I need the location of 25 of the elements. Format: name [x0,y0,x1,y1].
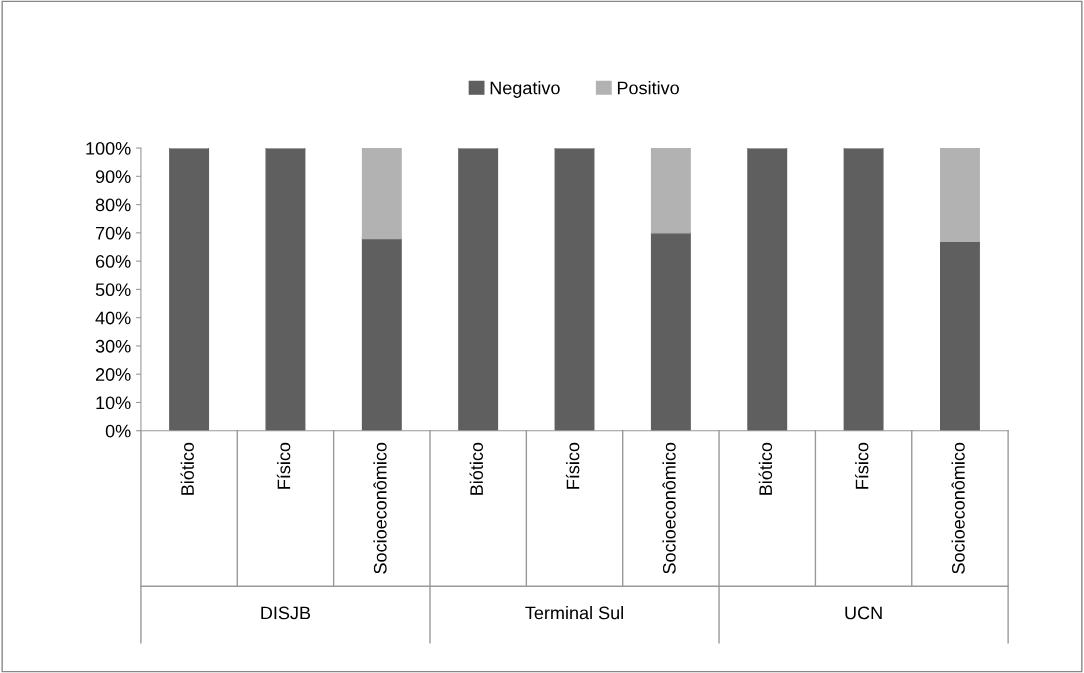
legend-label: Negativo [490,81,560,98]
y-tick-label: 20% [95,368,131,381]
x-tick-label: Socioeconômico [662,442,676,574]
y-tick-label: 80% [95,198,131,212]
y-tick-label: 10% [96,396,131,410]
x-tick-label: Biótico [758,442,773,495]
x-tick-label: Socioeconômico [951,442,965,574]
x-tick-label: Biótico [469,442,484,495]
y-tick-label: 0% [105,424,131,438]
legend-label: Positivo [617,81,679,95]
y-tick-label: 90% [95,170,131,184]
y-tick-label: 50% [95,283,131,297]
text: Terminal Sul [525,606,623,620]
y-tick-label: 40% [95,311,131,325]
y-tick-label: 100% [86,141,131,155]
x-tick-label: Físico [854,442,869,489]
x-tick-label: Biótico [180,442,194,495]
y-tick-label: 60% [95,255,131,268]
x-tick-label: Físico [276,442,291,489]
x-tick-label: Físico [565,442,580,489]
text: DISJB [261,606,311,620]
text: UCN [845,606,882,620]
y-tick-label: 30% [95,339,131,353]
y-tick-label: 70% [95,226,131,240]
x-tick-label: Socioeconômico [373,442,387,574]
